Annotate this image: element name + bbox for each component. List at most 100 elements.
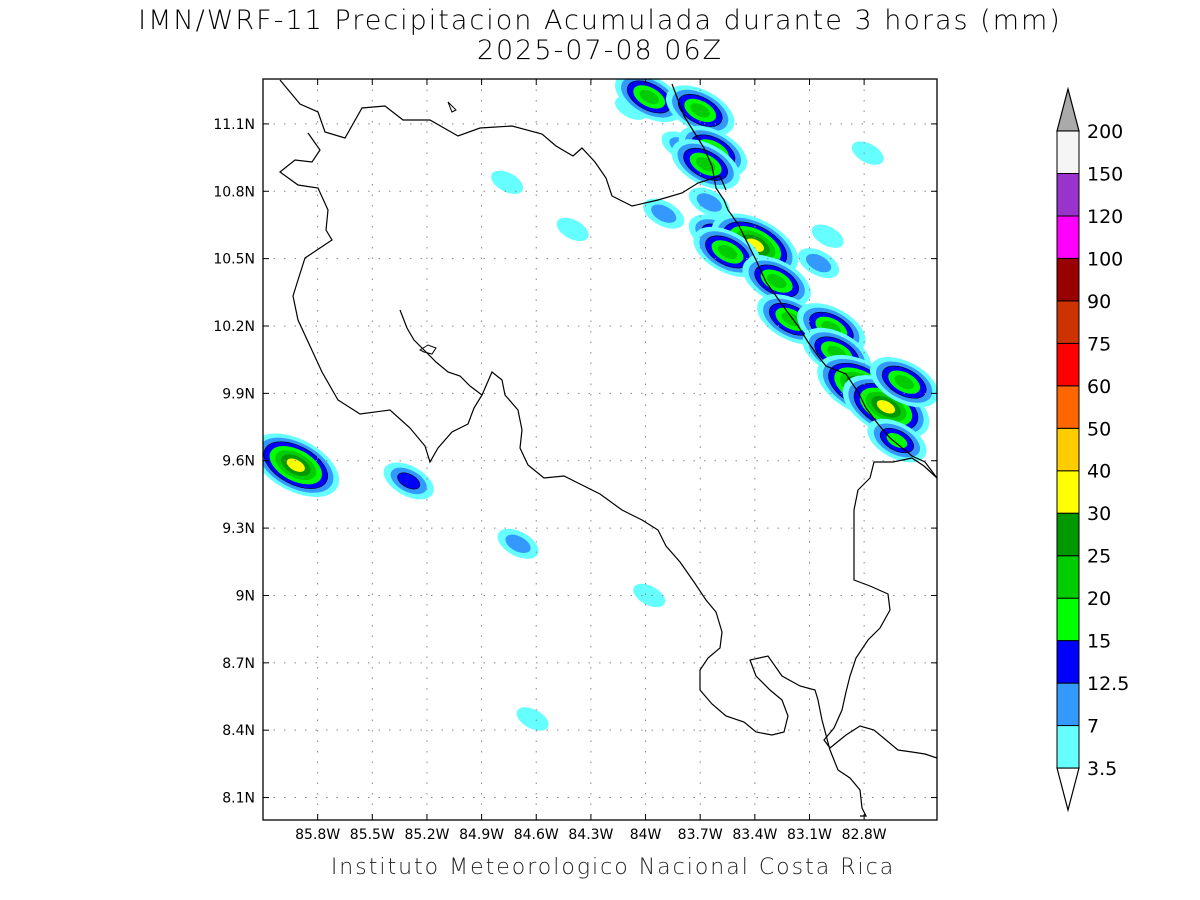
x-tick-label: 84.3W: [568, 827, 613, 843]
precip-contour: [696, 193, 722, 212]
y-tick-label: 9.3N: [222, 521, 255, 537]
precip-contour: [805, 253, 832, 273]
y-tick-label: 9.9N: [222, 386, 255, 402]
colorbar-swatch: [1056, 385, 1080, 429]
precip-contour: [651, 204, 677, 223]
colorbar-level-label: 12.5: [1087, 673, 1129, 695]
precip-cell: [263, 433, 340, 497]
precip-cell: [671, 139, 740, 190]
precip-contour: [286, 458, 305, 472]
colorbar-swatch: [1056, 512, 1080, 557]
colorbar-swatch: [1056, 640, 1080, 684]
coastlines-and-borders: [279, 79, 937, 817]
x-tick-label: 85.8W: [295, 827, 340, 843]
y-tick-label: 10.5N: [213, 252, 255, 268]
precip-contour: [690, 103, 710, 118]
precip-cell: [497, 528, 539, 559]
precip-contour: [886, 433, 908, 449]
colorbar-under-arrow: [1056, 767, 1080, 813]
nicaragua-border: [279, 132, 483, 464]
precip-cell: [811, 224, 844, 248]
precipitation-field: [263, 79, 937, 731]
colorbar-level-label: 60: [1087, 376, 1111, 398]
colorbar-level-label: 150: [1087, 164, 1123, 186]
precip-cell: [643, 198, 685, 229]
precip-cell: [383, 462, 434, 500]
colorbar-over-arrow: [1056, 86, 1080, 132]
precip-contour: [397, 472, 421, 490]
precip-contour: [695, 157, 716, 172]
precip-contour: [811, 224, 844, 248]
precip-cell: [633, 583, 666, 608]
colorbar-swatch: [1056, 300, 1080, 344]
colorbar-level-label: 50: [1087, 418, 1111, 440]
caribbean-coast: [671, 83, 937, 479]
x-tick-label: 84W: [630, 827, 662, 843]
colorbar-swatch: [1056, 342, 1080, 387]
y-tick-label: 8.7N: [222, 656, 255, 672]
colorbar-swatch: [1056, 597, 1080, 642]
colorbar-swatch: [1056, 427, 1080, 472]
colorbar-swatch: [1056, 130, 1080, 174]
panama-border: [823, 457, 937, 759]
x-tick-label: 83.4W: [732, 827, 777, 843]
graticule: [263, 79, 937, 820]
axis-ticks: 85.8W 85.5W 85.2W 84.9W 84.6W 84.3W 84W 83.7W 83…: [213, 79, 937, 843]
map-subtitle: 2025-07-08 06Z: [476, 35, 724, 66]
colorbar-level-label: 40: [1087, 461, 1111, 483]
colorbar-swatch: [1056, 173, 1080, 217]
precip-cell: [516, 707, 549, 731]
x-tick-label: 85.5W: [350, 827, 395, 843]
y-tick-label: 9N: [236, 588, 255, 604]
colorbar-level-label: 120: [1087, 206, 1123, 228]
precip-contour: [876, 400, 896, 414]
precip-contour: [491, 170, 524, 194]
precip-contour: [717, 244, 738, 260]
x-tick-label: 85.2W: [404, 827, 449, 843]
precip-contour: [639, 89, 659, 105]
colorbar-level-label: 25: [1087, 546, 1111, 568]
precip-contour: [894, 374, 914, 390]
x-tick-label: 84.6W: [514, 827, 559, 843]
y-tick-label: 9.6N: [222, 454, 255, 470]
y-tick-label: 10.2N: [213, 319, 255, 335]
colorbar-level-label: 20: [1087, 588, 1111, 610]
colorbar-level-label: 100: [1087, 248, 1123, 270]
pacific-coast: [481, 371, 867, 817]
precip-contour: [516, 707, 549, 731]
colorbar-level-label: 75: [1087, 333, 1111, 355]
y-tick-label: 8.4N: [222, 723, 255, 739]
precip-cell: [688, 187, 730, 218]
precip-contour: [505, 534, 531, 554]
colorbar-swatch: [1056, 555, 1080, 599]
precip-cell: [491, 170, 524, 194]
colorbar-swatch: [1056, 725, 1080, 769]
colorbar-level-label: 3.5: [1087, 758, 1117, 780]
precip-cell: [798, 248, 840, 279]
island: [447, 101, 457, 113]
colorbar-level-label: 90: [1087, 291, 1111, 313]
colorbar-swatch: [1056, 257, 1080, 302]
y-tick-label: 8.1N: [222, 791, 255, 807]
plot-frame: [262, 78, 938, 821]
precip-cell: [867, 418, 927, 463]
credit-line: Instituto Meteorologico Nacional Costa R…: [330, 855, 896, 880]
precip-cell: [556, 217, 589, 242]
colorbar-swatch: [1056, 470, 1080, 514]
precip-cell: [665, 85, 735, 136]
colorbar-level-label: 30: [1087, 503, 1111, 525]
precip-contour: [556, 217, 589, 242]
precip-contour: [766, 273, 787, 289]
y-tick-label: 11.1N: [213, 117, 255, 133]
precip-contour: [633, 583, 666, 608]
colorbar-swatch: [1056, 682, 1080, 727]
colorbar-legend: 3.5 7 12.5 15 20 25 30 40 50 60 75 90 100 120 150 200: [1056, 86, 1129, 813]
x-tick-label: 83.7W: [678, 827, 723, 843]
colorbar-level-label: 7: [1087, 716, 1099, 738]
precip-cell: [869, 357, 937, 408]
y-tick-label: 10.8N: [213, 184, 255, 200]
map-title: IMN/WRF-11 Precipitacion Acumulada duran…: [138, 5, 1062, 36]
colorbar-level-label: 15: [1087, 631, 1111, 653]
colorbar-swatch: [1056, 215, 1080, 259]
